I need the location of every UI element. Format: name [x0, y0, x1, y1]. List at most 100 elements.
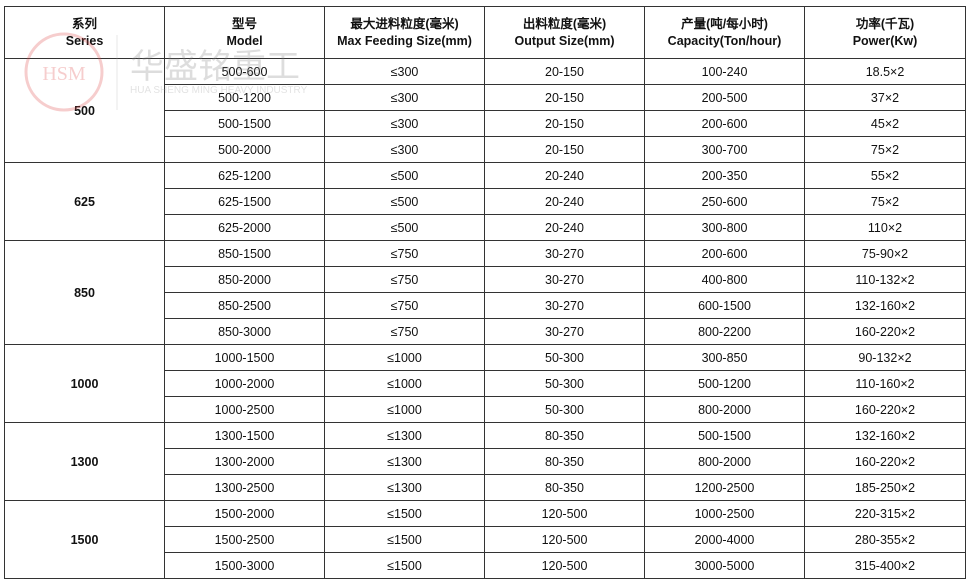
- model-cell: 850-2000: [164, 266, 325, 293]
- feed-size-cell: ≤1500: [324, 526, 485, 553]
- power-cell: 45×2: [804, 110, 966, 137]
- table-row: 500-1200 ≤300 20-150 200-500 37×2: [5, 84, 966, 111]
- output-size-cell: 80-350: [484, 448, 645, 475]
- power-cell: 18.5×2: [804, 58, 966, 85]
- model-cell: 1500-2500: [164, 526, 325, 553]
- feed-size-cell: ≤1000: [324, 370, 485, 397]
- model-cell: 1500-2000: [164, 500, 325, 527]
- table-row: 1500-3000 ≤1500 120-500 3000-5000 315-400×2: [5, 552, 966, 579]
- power-cell: 160-220×2: [804, 318, 966, 345]
- header-en: Output Size(mm): [514, 33, 615, 48]
- series-cell: 1500: [4, 500, 165, 579]
- model-cell: 850-2500: [164, 292, 325, 319]
- capacity-cell: 500-1500: [644, 422, 805, 449]
- model-cell: 1300-1500: [164, 422, 325, 449]
- series-cell: 1000: [4, 344, 165, 423]
- specs-table: 系列 Series 型号 Model 最大进料粒度(毫米) Max Feeding Siz…: [4, 6, 966, 579]
- header-cn: 产量(吨/每小时): [681, 16, 768, 31]
- power-cell: 90-132×2: [804, 344, 966, 371]
- series-cell: 850: [4, 240, 165, 345]
- power-cell: 160-220×2: [804, 448, 966, 475]
- feed-size-cell: ≤1500: [324, 552, 485, 579]
- table-row: 625 625-1200 ≤500 20-240 200-350 55×2: [4, 162, 966, 241]
- output-size-cell: 80-350: [484, 422, 645, 449]
- header-cn: 功率(千瓦): [855, 16, 915, 31]
- table-row: 1500-2500 ≤1500 120-500 2000-4000 280-355×2: [5, 526, 966, 553]
- header-cn: 系列: [71, 16, 97, 31]
- output-size-cell: 20-150: [484, 58, 645, 85]
- capacity-cell: 200-500: [644, 84, 805, 111]
- power-cell: 132-160×2: [804, 292, 966, 319]
- capacity-cell: 500-1200: [644, 370, 805, 397]
- power-cell: 75-90×2: [804, 240, 966, 267]
- power-cell: 280-355×2: [804, 526, 966, 553]
- capacity-cell: 250-600: [644, 188, 805, 215]
- feed-size-cell: ≤750: [324, 240, 485, 267]
- power-cell: 185-250×2: [804, 474, 966, 501]
- model-cell: 1500-3000: [164, 552, 325, 579]
- model-cell: 625-1500: [164, 188, 325, 215]
- feed-size-cell: ≤750: [324, 292, 485, 319]
- capacity-cell: 1200-2500: [644, 474, 805, 501]
- power-cell: 132-160×2: [804, 422, 966, 449]
- header-en: Capacity(Ton/hour): [667, 33, 782, 48]
- column-header: 系列 Series: [4, 6, 165, 59]
- table-row: 1000-2000 ≤1000 50-300 500-1200 110-160×2: [5, 370, 966, 397]
- feed-size-cell: ≤1300: [324, 474, 485, 501]
- header-en: Series: [65, 33, 104, 48]
- capacity-cell: 800-2000: [644, 448, 805, 475]
- column-header: 型号 Model: [164, 6, 325, 59]
- capacity-cell: 300-850: [644, 344, 805, 371]
- series-cell: 625: [4, 162, 165, 241]
- output-size-cell: 30-270: [484, 292, 645, 319]
- model-cell: 500-1200: [164, 84, 325, 111]
- output-size-cell: 20-150: [484, 84, 645, 111]
- power-cell: 220-315×2: [804, 500, 966, 527]
- column-header: 功率(千瓦) Power(Kw): [804, 6, 966, 59]
- power-cell: 110-132×2: [804, 266, 966, 293]
- output-size-cell: 30-270: [484, 318, 645, 345]
- series-cell: 500: [4, 58, 165, 163]
- column-header: 产量(吨/每小时) Capacity(Ton/hour): [644, 6, 805, 59]
- output-size-cell: 30-270: [484, 240, 645, 267]
- output-size-cell: 50-300: [484, 344, 645, 371]
- table-row: 500-2000 ≤300 20-150 300-700 75×2: [5, 136, 966, 163]
- model-cell: 1300-2000: [164, 448, 325, 475]
- header-cn: 出料粒度(毫米): [522, 16, 607, 31]
- power-cell: 75×2: [804, 136, 966, 163]
- model-cell: 1000-2000: [164, 370, 325, 397]
- table-row: 850-2000 ≤750 30-270 400-800 110-132×2: [5, 266, 966, 293]
- power-cell: 75×2: [804, 188, 966, 215]
- table-row: 850 850-1500 ≤750 30-270 200-600 75-90×2: [4, 240, 966, 345]
- output-size-cell: 20-150: [484, 110, 645, 137]
- table-row: 1000-2500 ≤1000 50-300 800-2000 160-220×2: [5, 396, 966, 423]
- feed-size-cell: ≤500: [324, 162, 485, 189]
- model-cell: 850-1500: [164, 240, 325, 267]
- capacity-cell: 600-1500: [644, 292, 805, 319]
- output-size-cell: 30-270: [484, 266, 645, 293]
- power-cell: 315-400×2: [804, 552, 966, 579]
- feed-size-cell: ≤1300: [324, 422, 485, 449]
- feed-size-cell: ≤300: [324, 84, 485, 111]
- header-en: Model: [226, 33, 263, 48]
- feed-size-cell: ≤750: [324, 266, 485, 293]
- model-cell: 500-1500: [164, 110, 325, 137]
- feed-size-cell: ≤300: [324, 110, 485, 137]
- header-en: Power(Kw): [852, 33, 918, 48]
- feed-size-cell: ≤500: [324, 214, 485, 241]
- column-header: 最大进料粒度(毫米) Max Feeding Size(mm): [324, 6, 485, 59]
- model-cell: 625-1200: [164, 162, 325, 189]
- output-size-cell: 20-150: [484, 136, 645, 163]
- model-cell: 500-600: [164, 58, 325, 85]
- table-row: 625-2000 ≤500 20-240 300-800 110×2: [5, 214, 966, 241]
- capacity-cell: 1000-2500: [644, 500, 805, 527]
- power-cell: 110-160×2: [804, 370, 966, 397]
- output-size-cell: 120-500: [484, 500, 645, 527]
- header-row: 系列 Series 型号 Model 最大进料粒度(毫米) Max Feeding Siz…: [4, 6, 966, 59]
- table-row: 1300 1300-1500 ≤1300 80-350 500-1500 132-160×…: [4, 422, 966, 501]
- capacity-cell: 100-240: [644, 58, 805, 85]
- feed-size-cell: ≤1500: [324, 500, 485, 527]
- model-cell: 1300-2500: [164, 474, 325, 501]
- power-cell: 55×2: [804, 162, 966, 189]
- table-row: 500 500-600 ≤300 20-150 100-240 18.5×2: [4, 58, 966, 163]
